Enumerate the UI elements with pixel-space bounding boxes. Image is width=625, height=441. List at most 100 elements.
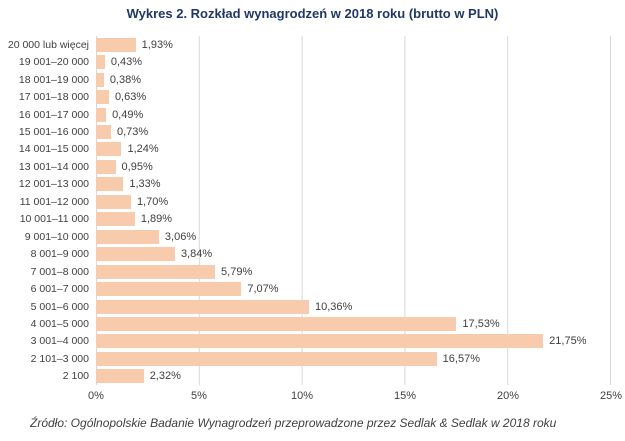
bar-track: 3,06% [96, 227, 611, 246]
bar [96, 334, 544, 349]
bar-row: 19 001–20 000 0,43% [0, 53, 611, 71]
bar-track: 0,38% [96, 70, 611, 89]
category-label: 15 001–16 000 [18, 125, 89, 138]
bar-row: 9 001–10 000 3,06% [0, 227, 611, 246]
bar [96, 90, 109, 105]
bar-row: 8 001–9 000 3,84% [0, 245, 611, 263]
value-label: 1,70% [136, 195, 169, 208]
category-label: 10 001–11 000 [19, 213, 89, 226]
bar-row: 2 101–3 000 16,57% [0, 350, 611, 368]
value-label: 1,33% [129, 178, 161, 191]
category-label: 2 100 [62, 370, 89, 383]
x-tick-label: 25% [599, 390, 623, 402]
bar-track: 0,63% [96, 88, 611, 106]
value-label: 5,79% [221, 265, 253, 278]
bar-track: 3,84% [96, 245, 611, 263]
bar [96, 177, 124, 192]
category-label: 14 001–15 000 [18, 143, 89, 156]
bar-row: 6 001–7 000 7,07% [0, 280, 611, 298]
bar-track: 7,07% [96, 280, 611, 298]
value-label: 1,89% [140, 213, 173, 226]
value-label: 2,32% [149, 370, 181, 383]
value-label: 17,53% [462, 317, 500, 330]
bar [96, 212, 135, 227]
bar-track: 5,79% [96, 262, 611, 281]
bar [96, 55, 105, 70]
bar [96, 194, 131, 209]
bar-row: 14 001–15 000 1,24% [0, 140, 611, 159]
value-label: 1,24% [127, 143, 159, 156]
bar-row: 2 100 2,32% [0, 367, 611, 386]
bar [96, 159, 116, 174]
bar-row: 18 001–19 000 0,38% [0, 70, 611, 89]
value-label: 0,95% [121, 160, 153, 173]
bar [96, 37, 136, 52]
bar [96, 142, 122, 157]
bar-row: 13 001–14 000 0,95% [0, 158, 611, 176]
x-tick-label: 15% [393, 390, 417, 402]
category-label: 17 001–18 000 [18, 91, 89, 104]
x-tick-label: 0% [88, 390, 104, 402]
bar [96, 229, 159, 244]
bar-track: 1,89% [96, 210, 611, 228]
value-label: 10,36% [315, 300, 353, 313]
bar-row: 16 001–17 000 0,49% [0, 105, 611, 124]
category-label: 6 001–7 000 [30, 283, 89, 296]
value-label: 0,43% [110, 56, 143, 69]
x-axis: 0% 5% 10% 15% 20% 25% [88, 390, 622, 404]
bar-row: 17 001–18 000 0,63% [0, 88, 611, 106]
value-label: 7,07% [247, 283, 279, 296]
category-label: 13 001–14 000 [18, 160, 89, 173]
bar-track: 0,73% [96, 123, 611, 141]
bar [96, 299, 309, 314]
value-label: 1,93% [141, 38, 173, 51]
value-label: 0,63% [114, 91, 147, 104]
bar [96, 351, 437, 366]
bar-track: 2,32% [96, 367, 611, 386]
value-label: 21,75% [549, 335, 587, 348]
bar-row: 11 001–12 000 1,70% [0, 193, 611, 211]
category-label: 3 001–4 000 [30, 335, 89, 348]
bar [96, 369, 144, 384]
bar-track: 0,43% [96, 53, 611, 71]
x-tick-label: 20% [496, 390, 520, 402]
bar-row: 7 001–8 000 5,79% [0, 262, 611, 281]
category-label: 7 001–8 000 [30, 265, 89, 278]
bar-track: 1,24% [96, 140, 611, 159]
category-label: 9 001–10 000 [24, 230, 89, 243]
bar-row: 5 001–6 000 10,36% [0, 297, 611, 316]
bar [96, 316, 457, 331]
bar [96, 72, 104, 87]
category-label: 18 001–19 000 [18, 73, 89, 86]
bar [96, 264, 216, 279]
bar-row: 15 001–16 000 0,73% [0, 123, 611, 141]
category-label: 16 001–17 000 [18, 108, 89, 121]
bar-track: 0,49% [96, 105, 611, 124]
source-note: Źródło: Ogólnopolskie Badanie Wynagrodze… [30, 416, 557, 430]
bar [96, 247, 175, 262]
bar-row: 12 001–13 000 1,33% [0, 175, 611, 194]
bar-row: 4 001–5 000 17,53% [0, 315, 611, 333]
bar [96, 107, 107, 122]
category-label: 20 000 lub więcej [7, 38, 89, 51]
value-label: 0,38% [109, 73, 142, 86]
category-label: 8 001–9 000 [30, 248, 89, 261]
bar-track: 1,93% [96, 36, 611, 54]
x-tick-label: 10% [290, 390, 314, 402]
value-label: 3,06% [164, 230, 197, 243]
category-label: 19 001–20 000 [18, 56, 89, 69]
bar-row: 10 001–11 000 1,89% [0, 210, 611, 228]
category-label: 2 101–3 000 [30, 352, 89, 365]
x-tick-label: 5% [191, 390, 207, 402]
value-label: 0,73% [117, 125, 149, 138]
category-label: 11 001–12 000 [19, 195, 89, 208]
value-label: 3,84% [180, 248, 213, 261]
bar-track: 1,33% [96, 175, 611, 194]
bar-row: 3 001–4 000 21,75% [0, 332, 611, 351]
bar-track: 10,36% [96, 297, 611, 316]
bar [96, 124, 111, 139]
value-label: 0,49% [112, 108, 144, 121]
bar-track: 1,70% [96, 193, 611, 211]
plot-area: 20 000 lub więcej 1,93% 19 001–20 000 0,43%… [0, 36, 611, 386]
